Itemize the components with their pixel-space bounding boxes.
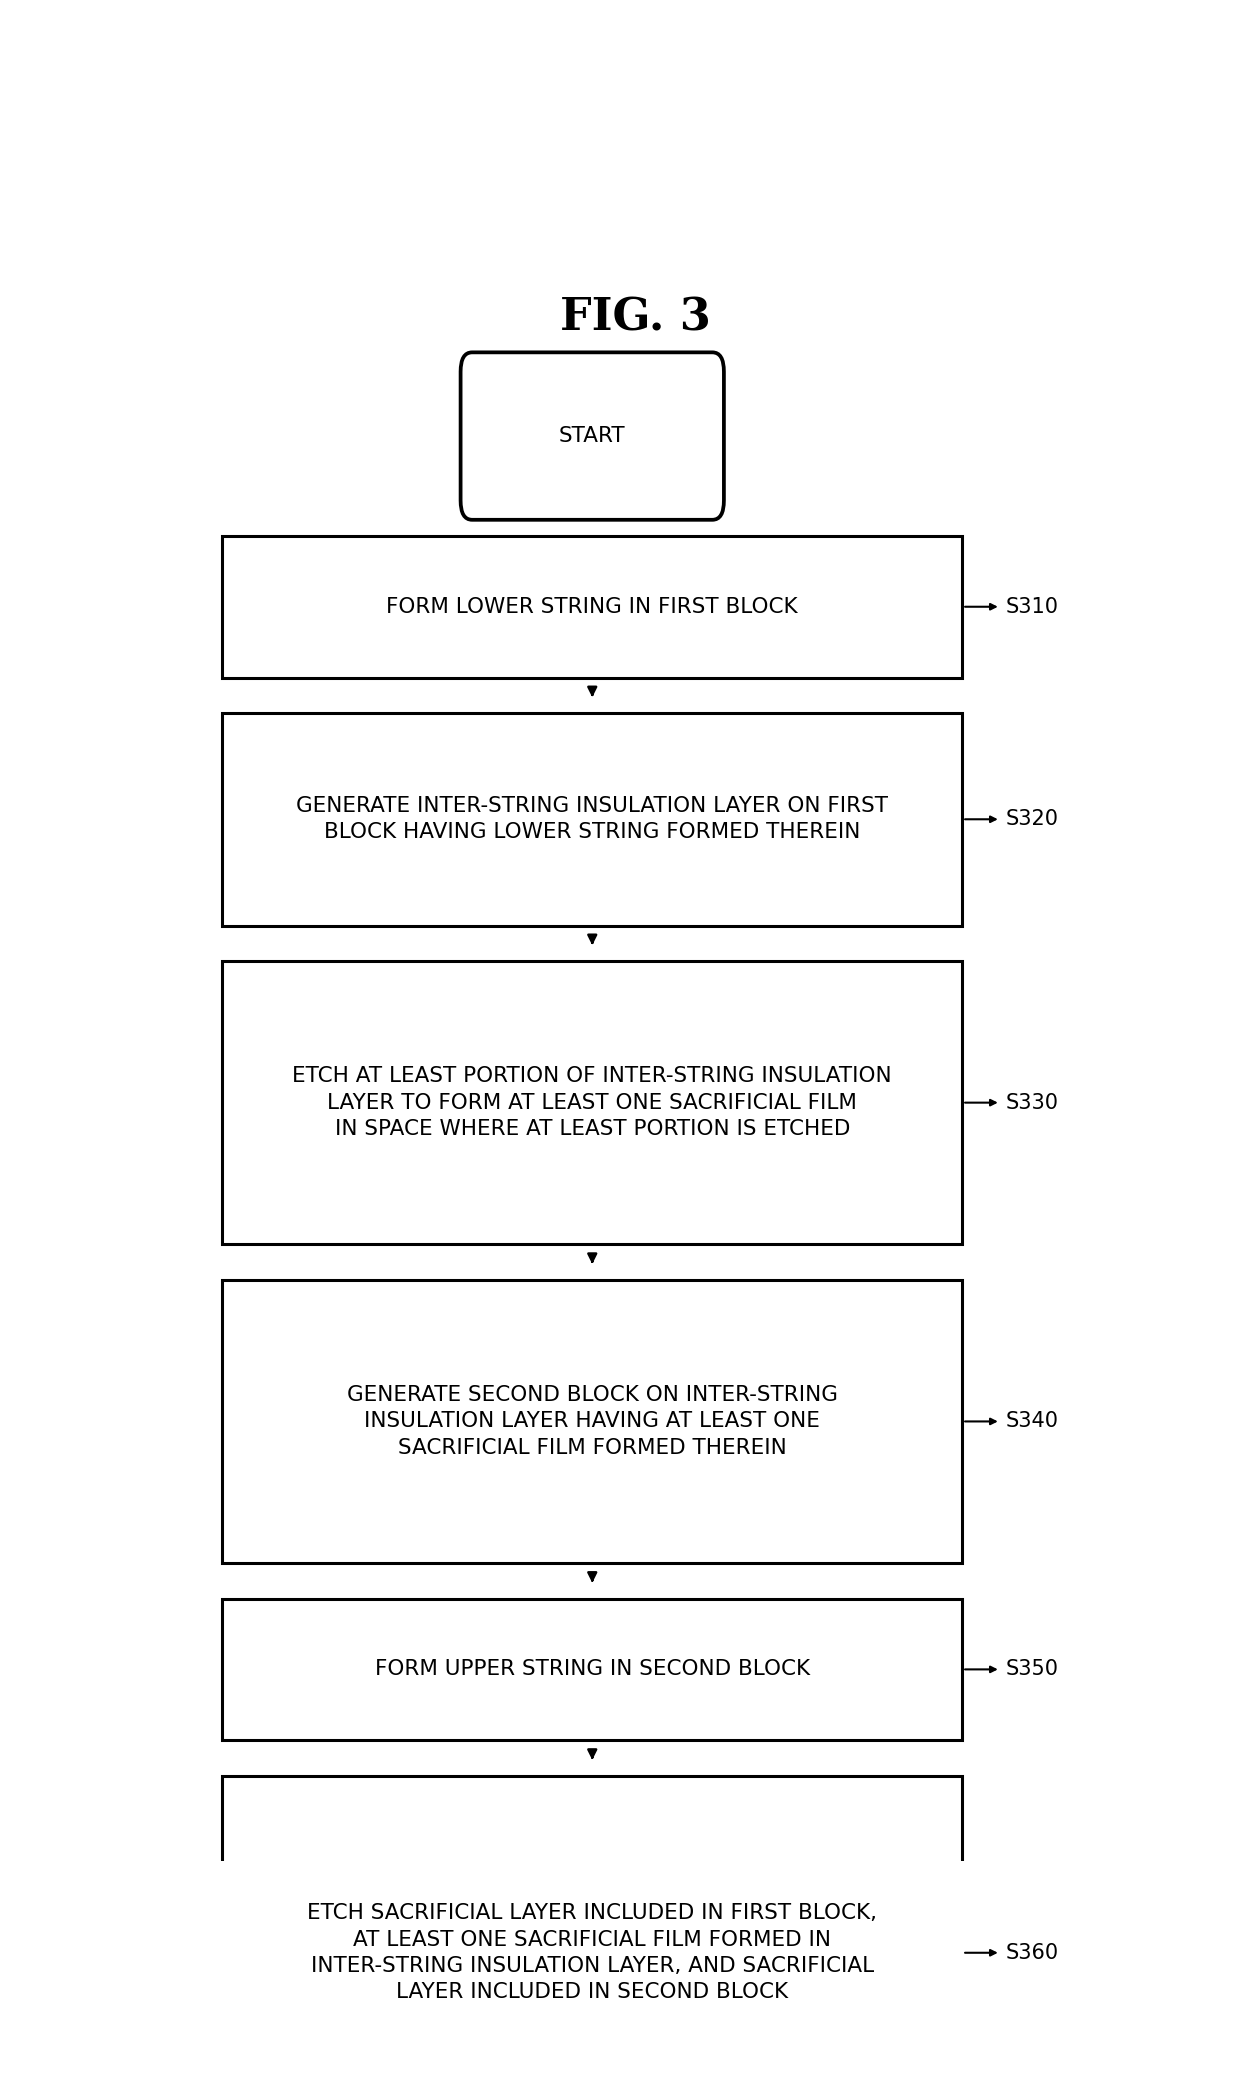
Text: GENERATE SECOND BLOCK ON INTER-STRING
INSULATION LAYER HAVING AT LEAST ONE
SACRI: GENERATE SECOND BLOCK ON INTER-STRING IN… xyxy=(347,1384,838,1457)
Text: FIG. 3: FIG. 3 xyxy=(560,297,711,339)
Text: FORM UPPER STRING IN SECOND BLOCK: FORM UPPER STRING IN SECOND BLOCK xyxy=(374,1660,810,1679)
Text: ETCH SACRIFICIAL LAYER INCLUDED IN FIRST BLOCK,
AT LEAST ONE SACRIFICIAL FILM FO: ETCH SACRIFICIAL LAYER INCLUDED IN FIRST… xyxy=(308,1903,877,2003)
Text: S330: S330 xyxy=(1006,1094,1059,1112)
Text: FORM LOWER STRING IN FIRST BLOCK: FORM LOWER STRING IN FIRST BLOCK xyxy=(387,596,799,617)
FancyBboxPatch shape xyxy=(222,962,962,1244)
FancyBboxPatch shape xyxy=(460,353,724,521)
FancyBboxPatch shape xyxy=(222,1280,962,1564)
Text: S310: S310 xyxy=(1006,596,1059,617)
Text: GENERATE INTER-STRING INSULATION LAYER ON FIRST
BLOCK HAVING LOWER STRING FORMED: GENERATE INTER-STRING INSULATION LAYER O… xyxy=(296,797,888,843)
FancyBboxPatch shape xyxy=(222,1775,962,2091)
FancyBboxPatch shape xyxy=(222,1598,962,1740)
Text: S320: S320 xyxy=(1006,809,1059,830)
Text: S360: S360 xyxy=(1006,1943,1059,1963)
Text: ETCH AT LEAST PORTION OF INTER-STRING INSULATION
LAYER TO FORM AT LEAST ONE SACR: ETCH AT LEAST PORTION OF INTER-STRING IN… xyxy=(293,1066,892,1140)
Text: S340: S340 xyxy=(1006,1411,1059,1432)
Text: START: START xyxy=(559,427,625,445)
FancyBboxPatch shape xyxy=(222,535,962,677)
FancyBboxPatch shape xyxy=(222,713,962,926)
Text: S350: S350 xyxy=(1006,1660,1059,1679)
